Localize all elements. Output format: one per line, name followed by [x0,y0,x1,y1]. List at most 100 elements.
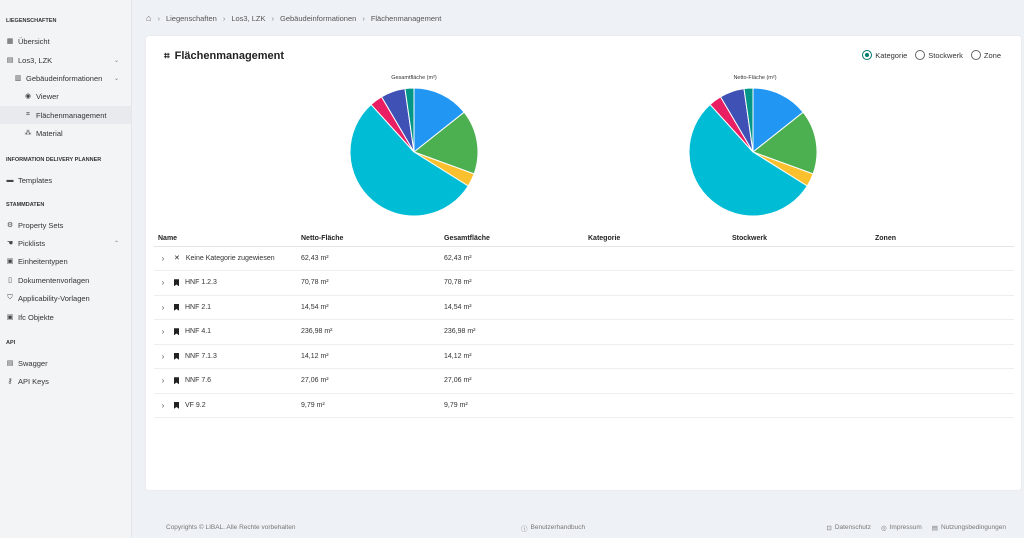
expand-chevron-icon[interactable]: › [161,253,165,263]
sidebar-item-picklists[interactable]: ☚ Picklists ⌃ [0,234,131,252]
empty-cell [871,246,1014,271]
chevron-icon[interactable]: ⌄ [113,75,119,82]
name-cell: › NNF 7.6 [154,368,297,394]
bookmark-icon [174,279,179,287]
table-row[interactable]: › NNF 7.1.3 14,12 m² 14,12 m² [154,344,1014,369]
sidebar-item-gebäudeinformationen[interactable]: ▥ Gebäudeinformationen ⌄ [0,69,131,87]
column-header[interactable]: Netto-Fläche [297,231,440,247]
expand-chevron-icon[interactable]: › [161,351,165,361]
breadcrumb-item[interactable]: Los3, LZK [231,13,266,23]
sidebar-item-label: Übersicht [18,36,50,46]
sidebar-item-label: API Keys [18,376,49,386]
table-row[interactable]: › ✕ Keine Kategorie zugewiesen 62,43 m² 62,4… [154,246,1014,271]
row-name: › NNF 7.1.3 [158,352,297,361]
radio-zone[interactable]: Zone [970,50,1001,60]
pie-title-netto: Netto-Fläche (m²) [733,75,777,81]
footer-link-datenschutz[interactable]: ⊡ Datenschutz [826,524,871,532]
sidebar-item-einheitentypen[interactable]: ▣ Einheitentypen [0,252,131,270]
column-header[interactable]: Zonen [871,231,1014,247]
empty-cell [871,344,1014,369]
footer-link-label: Impressum [889,524,922,531]
chevron-icon[interactable]: ⌃ [113,240,119,247]
table-row[interactable]: › HNF 1.2.3 70,78 m² 70,78 m² [154,270,1014,296]
ifc-icon: ▣ [6,314,14,321]
row-label: NNF 7.1.3 [185,352,217,360]
netto-cell: 62,43 m² [297,246,440,271]
column-header[interactable]: Gesamtfläche [440,231,584,247]
sidebar-item-api-keys[interactable]: ⚷ API Keys [0,372,131,390]
radio-kategorie[interactable]: Kategorie [862,50,907,60]
property-sets-icon: ⚙ [6,222,14,229]
table-row[interactable]: › NNF 7.6 27,06 m² 27,06 m² [154,368,1014,394]
sidebar-item-material[interactable]: ⁂ Material [0,124,131,142]
breadcrumb-item[interactable]: Gebäudeinformationen [280,13,357,23]
pie-slice-1[interactable] [751,111,818,175]
eye-icon: ◉ [24,93,32,100]
table-row[interactable]: › HNF 2.1 14,54 m² 14,54 m² [154,295,1014,320]
pie-slice-0[interactable] [413,87,465,154]
sidebar-item-übersicht[interactable]: ▦ Übersicht [0,32,131,50]
footer-link-impressum[interactable]: ◎ Impressum [881,524,922,532]
pie-slice-1[interactable] [412,111,479,175]
footer-link-nutzungsbedingungen[interactable]: ▤ Nutzungsbedingungen [932,524,1006,532]
map-icon: ▦ [6,38,14,45]
row-name: › NNF 7.6 [158,376,297,385]
area-icon: ⌗ [26,111,30,118]
empty-cell [871,295,1014,320]
sidebar-item-property-sets[interactable]: ⚙ Property Sets [0,216,131,234]
expand-chevron-icon[interactable]: › [161,327,165,337]
sidebar-item-label: Picklists [18,238,46,248]
grouping-radio-group: Kategorie Stockwerk Zone [862,50,1001,60]
name-cell: › NNF 7.1.3 [154,344,297,369]
sidebar-item-swagger[interactable]: ▤ Swagger [0,354,131,372]
pie-slice-6[interactable] [404,87,415,153]
home-icon[interactable]: ⌂ [146,13,152,23]
sidebar-item-templates[interactable]: ▬ Templates [0,171,131,189]
sidebar-item-flächenmanagement[interactable]: ⌗ Flächenmanagement [0,106,131,124]
breadcrumb: ⌂ › Liegenschaften › Los3, LZK › Gebäudeinfor… [132,0,1024,36]
row-label: Keine Kategorie zugewiesen [185,254,275,262]
sidebar-item-dokumentenvorlagen[interactable]: ▯ Dokumentenvorlagen [0,271,131,289]
handbook-link[interactable]: ⓘ Benutzerhandbuch [521,523,585,533]
expand-chevron-icon[interactable]: › [161,302,165,312]
empty-cell [584,368,728,394]
column-header[interactable]: Name [154,231,297,247]
radio-label: Zone [983,50,1001,60]
column-header[interactable]: Stockwerk [728,231,871,247]
expand-chevron-icon[interactable]: › [161,278,165,288]
sidebar-section-2: STAMMDATEN [6,202,45,208]
radio-circle-icon [970,50,981,60]
sidebar-item-los3-lzk[interactable]: ▤ Los3, LZK ⌄ [0,51,131,69]
expand-chevron-icon[interactable]: › [161,376,165,386]
pie-slice-0[interactable] [752,87,804,154]
pie-slice-3[interactable] [349,103,469,217]
table-row[interactable]: › HNF 4.1 236,98 m² 236,98 m² [154,319,1014,345]
handbook-label: Benutzerhandbuch [530,524,586,531]
bookmark-icon [174,377,179,385]
pie-slice-6[interactable] [743,87,754,153]
sidebar-item-applicability-vorlagen[interactable]: ⛉ Applicability-Vorlagen [0,289,131,307]
gesamt-cell: 236,98 m² [440,319,584,345]
chevron-icon[interactable]: ⌄ [113,57,119,64]
sidebar-item-label: Dokumentenvorlagen [18,275,90,285]
footer-link-label: Nutzungsbedingungen [940,524,1006,531]
empty-cell [584,295,728,320]
pie-slice-3[interactable] [688,103,808,217]
sidebar-item-ifc-objekte[interactable]: ▣ Ifc Objekte [0,308,131,326]
sidebar-item-viewer[interactable]: ◉ Viewer [0,87,131,105]
radio-stockwerk[interactable]: Stockwerk [915,50,963,60]
column-header[interactable]: Kategorie [584,231,728,247]
impressum-icon: ◎ [880,524,887,532]
name-cell: › ✕ Keine Kategorie zugewiesen [154,246,297,271]
radio-circle-icon [862,50,873,60]
bookmark-icon [174,328,179,336]
info-icon: ⓘ [521,525,528,533]
row-label: NNF 7.6 [185,377,212,385]
radio-circle-icon [915,50,926,60]
breadcrumb-item[interactable]: Liegenschaften [165,13,217,23]
table-row[interactable]: › VF 9.2 9,79 m² 9,79 m² [154,393,1014,418]
radio-label: Kategorie [875,50,908,60]
bookmark-icon [174,401,179,409]
expand-chevron-icon[interactable]: › [161,400,165,410]
row-label: HNF 2.1 [185,303,212,311]
